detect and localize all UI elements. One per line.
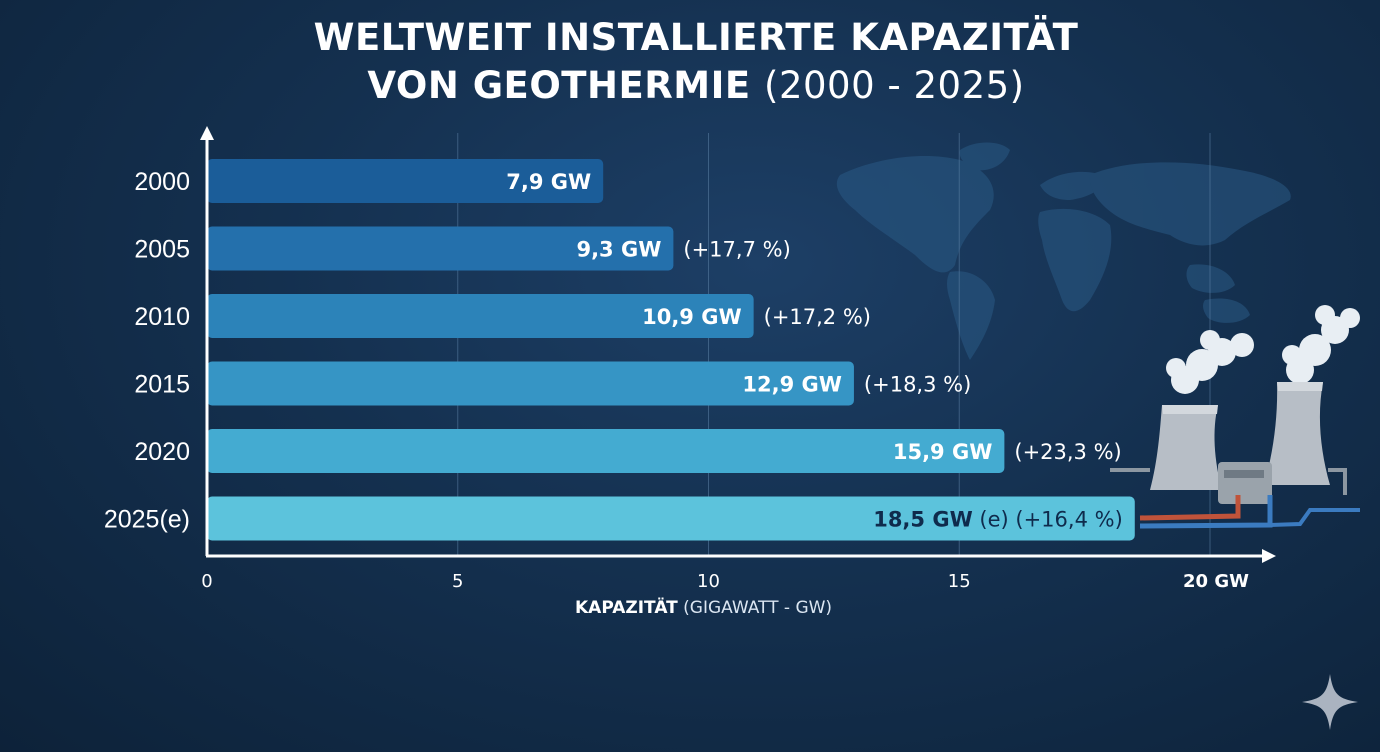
category-label: 2005 <box>134 236 190 264</box>
sparkle-icon <box>1302 674 1358 730</box>
category-labels-group: 2000 2005 2010 2015 2020 2025(e) <box>104 168 190 534</box>
category-label: 2010 <box>134 303 190 331</box>
x-tick-label: 5 <box>452 571 463 592</box>
value-label: 10,9 GW <box>642 305 742 329</box>
x-tick-label: 10 <box>697 571 720 592</box>
bar <box>207 294 754 338</box>
chart-title: WELTWEIT INSTALLIERTE KAPAZITÄT VON GEOT… <box>0 14 1380 110</box>
value-label: 18,5 GW (e) (+16,4 %) <box>873 508 1123 532</box>
x-tick-label: 20 GW <box>1183 571 1249 592</box>
growth-label: (+18,3 %) <box>864 373 971 397</box>
y-axis-arrow <box>200 126 214 140</box>
growth-label: (+17,2 %) <box>764 305 871 329</box>
category-label: 2020 <box>134 438 190 466</box>
category-label: 2000 <box>134 168 190 196</box>
x-axis-title: KAPAZITÄT (GIGAWATT - GW) <box>575 598 832 618</box>
bar <box>207 361 854 406</box>
tick-labels-group: 0 5 10 15 20 GW <box>201 571 1249 592</box>
estimate-marker: (e) <box>973 508 1009 532</box>
bar <box>207 226 674 271</box>
chart-title-line2-bold: VON GEOTHERMIE <box>367 64 751 107</box>
value-label: 15,9 GW <box>893 440 993 464</box>
bar <box>207 429 1005 473</box>
value-label: 12,9 GW <box>742 373 842 397</box>
chart-title-line2: VON GEOTHERMIE (2000 - 2025) <box>0 62 1380 110</box>
growth-label: (+17,7 %) <box>683 238 790 262</box>
value-label: 9,3 GW <box>576 238 661 262</box>
bar <box>207 496 1135 541</box>
x-axis-arrow <box>1262 549 1276 563</box>
axes-group <box>200 126 1276 563</box>
x-tick-label: 15 <box>948 571 971 592</box>
growth-label: (+23,3 %) <box>1014 440 1121 464</box>
x-axis-title-main: KAPAZITÄT <box>575 598 678 618</box>
bars-group: 7,9 GW 9,3 GW (+17,7 %) 10,9 GW (+17,2 %) 12,… <box>207 159 1135 541</box>
x-axis-title-unit: (GIGAWATT - GW) <box>683 598 833 618</box>
chart-title-line1: WELTWEIT INSTALLIERTE KAPAZITÄT <box>313 16 1079 59</box>
value-label: 7,9 GW <box>506 170 591 194</box>
chart-title-line2-years: (2000 - 2025) <box>764 64 1025 107</box>
category-label: 2025(e) <box>104 506 190 534</box>
growth-label: (+16,4 %) <box>1009 508 1123 532</box>
x-tick-label: 0 <box>201 571 212 592</box>
geothermal-plant-icon <box>1110 305 1360 529</box>
category-label: 2015 <box>134 371 190 399</box>
bar <box>207 159 604 203</box>
